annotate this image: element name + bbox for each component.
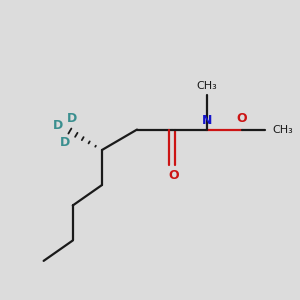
Text: O: O bbox=[237, 112, 247, 125]
Text: CH₃: CH₃ bbox=[273, 124, 293, 135]
Text: D: D bbox=[52, 119, 63, 132]
Text: CH₃: CH₃ bbox=[196, 81, 218, 91]
Text: D: D bbox=[67, 112, 77, 125]
Text: D: D bbox=[59, 136, 70, 148]
Text: O: O bbox=[168, 169, 179, 182]
Text: N: N bbox=[202, 114, 212, 127]
